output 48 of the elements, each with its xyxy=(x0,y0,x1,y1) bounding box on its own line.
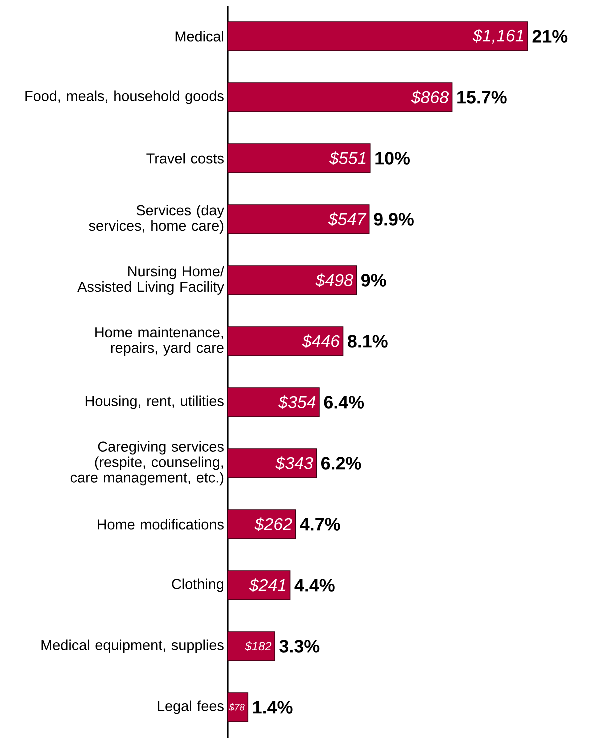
bar xyxy=(228,692,249,722)
y-tick-label: Medical xyxy=(176,31,224,42)
annotation: 4.7% xyxy=(300,518,340,531)
data-label: $551 xyxy=(329,152,366,166)
data-label: $182 xyxy=(245,642,272,652)
annotation: 15.7% xyxy=(458,91,507,104)
y-tick-label: Food, meals, household goods xyxy=(26,90,224,104)
data-label: $1,161 xyxy=(472,29,524,44)
data-label: $241 xyxy=(249,578,286,592)
bar xyxy=(228,204,370,234)
bar xyxy=(228,22,528,52)
y-tick-label: Nursing Home/ Assisted Living Facility xyxy=(78,266,224,295)
data-label: $446 xyxy=(302,334,340,348)
y-tick-label: Legal fees xyxy=(158,700,224,714)
y-tick-label: Home maintenance, repairs, yard care xyxy=(96,327,224,356)
bar xyxy=(228,266,358,296)
bar xyxy=(228,144,371,174)
annotation: 8.1% xyxy=(348,335,388,348)
y-tick-label: Medical equipment, supplies xyxy=(42,640,224,654)
annotation: 1.4% xyxy=(253,701,293,714)
data-label: $868 xyxy=(411,90,449,104)
y-tick-label: Housing, rent, utilities xyxy=(86,396,224,410)
bar xyxy=(228,510,296,540)
bar xyxy=(228,570,291,600)
annotation: 21% xyxy=(532,30,568,43)
annotation: 10% xyxy=(376,152,410,165)
data-label: $547 xyxy=(328,212,367,226)
annotation: 4.4% xyxy=(294,579,335,592)
annotation: 9.9% xyxy=(374,213,414,226)
annotation: 9% xyxy=(362,274,386,287)
data-label: $354 xyxy=(278,396,316,410)
bar xyxy=(228,82,453,112)
bar xyxy=(228,326,344,356)
annotation: 6.2% xyxy=(321,457,362,470)
y-tick-label: Travel costs xyxy=(146,153,224,164)
data-label: $262 xyxy=(254,518,292,532)
y-tick-label: Clothing xyxy=(172,578,224,592)
bar xyxy=(228,448,318,478)
data-label: $498 xyxy=(316,274,354,288)
annotation: 3.3% xyxy=(280,640,320,653)
data-label: $78 xyxy=(229,704,245,712)
y-tick-label: Caregiving services (respite, counseling, care management, etc.) xyxy=(70,441,224,486)
y-tick-label: Services (day services, home care) xyxy=(89,205,224,234)
annotation: 6.4% xyxy=(324,396,364,409)
data-label: $343 xyxy=(276,456,314,470)
y-tick-label: Home modifications xyxy=(98,519,224,530)
bar xyxy=(228,388,320,418)
bar xyxy=(228,632,276,662)
